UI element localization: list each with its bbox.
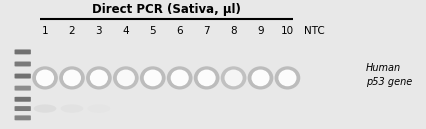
Ellipse shape xyxy=(140,66,165,90)
Ellipse shape xyxy=(224,70,242,86)
FancyBboxPatch shape xyxy=(14,49,31,54)
Text: Human
p53 gene: Human p53 gene xyxy=(365,63,412,87)
Text: 2: 2 xyxy=(69,26,75,36)
Ellipse shape xyxy=(89,70,108,86)
FancyBboxPatch shape xyxy=(14,86,31,91)
Ellipse shape xyxy=(60,104,83,113)
Text: 9: 9 xyxy=(256,26,263,36)
Text: 7: 7 xyxy=(203,26,210,36)
FancyBboxPatch shape xyxy=(14,97,31,102)
Ellipse shape xyxy=(170,70,188,86)
Text: NTC: NTC xyxy=(303,26,324,36)
Text: 3: 3 xyxy=(95,26,102,36)
Ellipse shape xyxy=(278,70,296,86)
Ellipse shape xyxy=(167,66,192,90)
FancyBboxPatch shape xyxy=(14,115,31,120)
FancyBboxPatch shape xyxy=(14,62,31,66)
Text: 1: 1 xyxy=(42,26,48,36)
Ellipse shape xyxy=(251,70,269,86)
Text: 4: 4 xyxy=(122,26,129,36)
Ellipse shape xyxy=(247,66,273,90)
Ellipse shape xyxy=(113,66,138,90)
Ellipse shape xyxy=(86,66,112,90)
Ellipse shape xyxy=(117,70,135,86)
Text: 5: 5 xyxy=(149,26,156,36)
Text: 10: 10 xyxy=(280,26,294,36)
Text: 8: 8 xyxy=(230,26,236,36)
Ellipse shape xyxy=(32,66,58,90)
Ellipse shape xyxy=(274,66,299,90)
Ellipse shape xyxy=(197,70,215,86)
Ellipse shape xyxy=(36,70,54,86)
Ellipse shape xyxy=(34,104,56,113)
Ellipse shape xyxy=(220,66,246,90)
FancyBboxPatch shape xyxy=(14,106,31,111)
Ellipse shape xyxy=(63,70,81,86)
Text: 6: 6 xyxy=(176,26,183,36)
Ellipse shape xyxy=(87,104,110,113)
FancyBboxPatch shape xyxy=(14,74,31,79)
Ellipse shape xyxy=(193,66,219,90)
Ellipse shape xyxy=(59,66,85,90)
Ellipse shape xyxy=(144,70,161,86)
Text: Direct PCR (Sativa, μl): Direct PCR (Sativa, μl) xyxy=(92,3,240,16)
